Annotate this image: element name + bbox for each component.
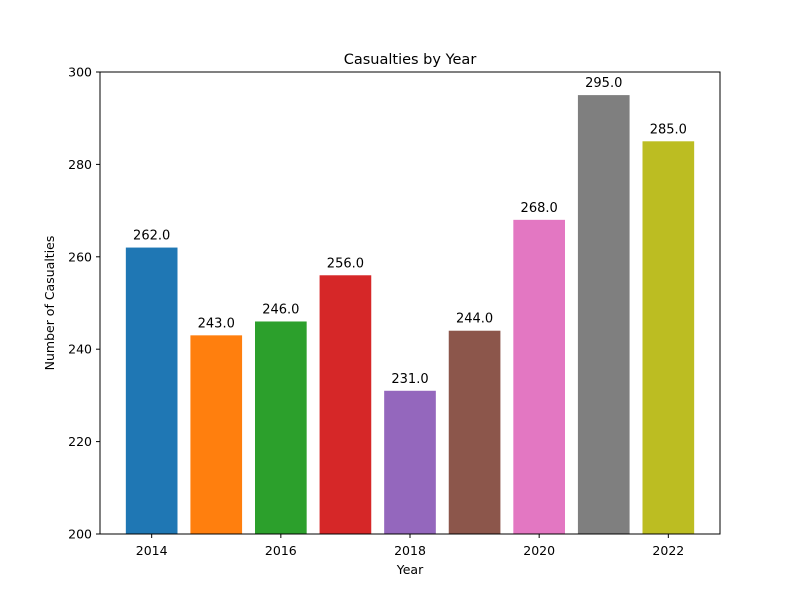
y-tick-label-280: 280	[68, 157, 92, 172]
x-tick-label-2022: 2022	[652, 543, 684, 558]
bar-value-label-2022: 285.0	[650, 122, 687, 137]
bar-value-label-2014: 262.0	[133, 229, 170, 244]
y-tick-label-240: 240	[68, 342, 92, 357]
bar-2018	[384, 390, 436, 534]
y-tick-label-220: 220	[68, 434, 92, 449]
x-tick-label-2014: 2014	[136, 543, 168, 558]
bar-value-label-2016: 246.0	[262, 302, 299, 317]
bar-2017	[319, 275, 372, 534]
bar-value-label-2017: 256.0	[327, 256, 364, 271]
bar-2020	[513, 219, 565, 534]
x-tick-label-2020: 2020	[523, 543, 555, 558]
y-axis: 200 220 240 260 280 300	[68, 65, 100, 542]
bar-2014	[125, 247, 178, 534]
bar-value-label-2019: 244.0	[456, 312, 493, 327]
bar-value-label-2020: 268.0	[521, 201, 558, 216]
y-axis-label: Number of Casualties	[42, 236, 57, 371]
x-axis-label: Year	[396, 562, 424, 577]
y-tick-label-300: 300	[68, 65, 92, 80]
bar-value-label-2015: 243.0	[198, 316, 235, 331]
bars	[125, 95, 695, 535]
bar-2022	[642, 141, 695, 535]
x-tick-label-2016: 2016	[265, 543, 297, 558]
bar-2016	[255, 321, 307, 534]
y-tick-label-260: 260	[68, 249, 92, 264]
bar-value-label-2021: 295.0	[585, 76, 622, 91]
bar-value-labels: 262.0 243.0 246.0 256.0 231.0 244.0 268.0 295.0…	[133, 76, 687, 387]
x-axis: 2014 2016 2018 2020 2022	[136, 534, 684, 558]
bar-2019	[448, 330, 501, 534]
bar-2021	[577, 95, 630, 534]
bar-2015	[190, 335, 243, 534]
bar-value-label-2018: 231.0	[391, 372, 428, 387]
y-tick-label-200: 200	[68, 527, 92, 542]
x-tick-label-2018: 2018	[394, 543, 426, 558]
chart-title: Casualties by Year	[344, 52, 477, 68]
